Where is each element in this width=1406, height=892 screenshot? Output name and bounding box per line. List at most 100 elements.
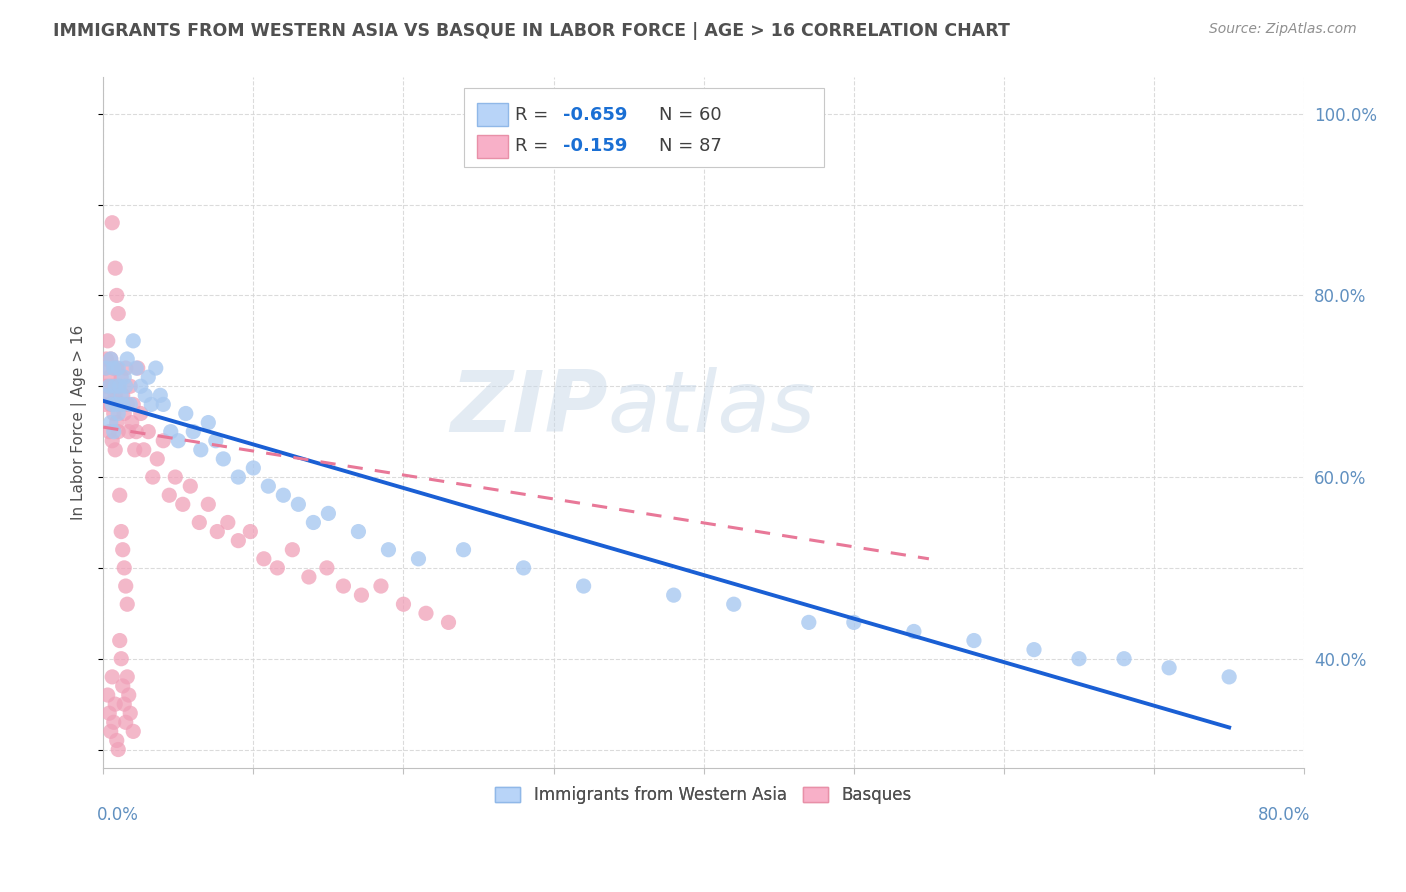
Point [228, 533, 250, 548]
Point [110, 388, 132, 402]
Point [146, 451, 169, 466]
Point [97, 334, 120, 348]
Point [96, 361, 118, 376]
Point [93, 397, 115, 411]
Point [100, 724, 122, 739]
Point [96, 379, 118, 393]
Point [122, 397, 145, 411]
Point [97, 688, 120, 702]
Point [104, 388, 127, 402]
Point [103, 361, 125, 376]
Point [122, 334, 145, 348]
Text: Source: ZipAtlas.com: Source: ZipAtlas.com [1209, 22, 1357, 37]
Point [108, 633, 131, 648]
Point [125, 361, 148, 376]
Point [101, 379, 124, 393]
Point [98, 706, 121, 721]
Point [298, 570, 321, 584]
Point [797, 615, 820, 630]
Point [101, 216, 124, 230]
Point [136, 425, 159, 439]
Point [228, 470, 250, 484]
Point [118, 688, 141, 702]
Point [316, 561, 339, 575]
Point [104, 261, 127, 276]
Point [98, 370, 121, 384]
Point [253, 551, 276, 566]
Point [108, 379, 131, 393]
Legend: Immigrants from Western Asia, Basques: Immigrants from Western Asia, Basques [489, 780, 918, 811]
Point [100, 416, 122, 430]
Point [120, 379, 142, 393]
Point [188, 516, 211, 530]
Point [179, 479, 201, 493]
Point [350, 588, 373, 602]
Point [287, 497, 309, 511]
Point [197, 497, 219, 511]
Point [318, 507, 340, 521]
Point [103, 407, 125, 421]
Point [96, 351, 118, 366]
Point [118, 425, 141, 439]
Point [174, 407, 197, 421]
Point [101, 434, 124, 448]
FancyBboxPatch shape [477, 135, 508, 158]
Point [104, 379, 127, 393]
Point [97, 388, 120, 402]
Point [1112, 651, 1135, 665]
Point [1159, 661, 1181, 675]
Point [110, 651, 132, 665]
Point [112, 561, 135, 575]
Point [512, 561, 534, 575]
Point [107, 407, 129, 421]
Point [127, 361, 149, 376]
Point [212, 451, 235, 466]
Point [257, 479, 280, 493]
Point [111, 679, 134, 693]
Point [112, 407, 135, 421]
Point [105, 397, 128, 411]
Point [134, 388, 156, 402]
Point [453, 542, 475, 557]
Point [107, 425, 129, 439]
Point [302, 516, 325, 530]
Text: 80.0%: 80.0% [1258, 805, 1310, 823]
Text: atlas: atlas [607, 368, 815, 450]
Point [115, 597, 138, 611]
Point [105, 288, 128, 302]
Point [114, 361, 136, 376]
Point [111, 388, 134, 402]
Point [120, 706, 142, 721]
Point [149, 388, 172, 402]
FancyBboxPatch shape [464, 87, 824, 167]
Point [114, 379, 136, 393]
Text: ZIP: ZIP [450, 368, 607, 450]
Point [104, 442, 127, 457]
Point [108, 488, 131, 502]
Point [662, 588, 685, 602]
Point [266, 561, 288, 575]
Point [111, 397, 134, 411]
Point [108, 397, 131, 411]
Point [103, 361, 125, 376]
Point [107, 379, 129, 393]
Point [114, 715, 136, 730]
Text: R =: R = [515, 106, 554, 124]
Point [105, 361, 128, 376]
Point [197, 416, 219, 430]
Point [101, 670, 124, 684]
Text: -0.159: -0.159 [564, 137, 627, 155]
Point [100, 351, 122, 366]
Point [207, 524, 229, 539]
Point [145, 361, 167, 376]
FancyBboxPatch shape [477, 103, 508, 127]
Point [114, 579, 136, 593]
Point [172, 497, 194, 511]
Point [165, 470, 187, 484]
Point [903, 624, 925, 639]
Point [181, 425, 204, 439]
Point [122, 724, 145, 739]
Point [159, 425, 181, 439]
Text: 0.0%: 0.0% [97, 805, 139, 823]
Point [98, 425, 121, 439]
